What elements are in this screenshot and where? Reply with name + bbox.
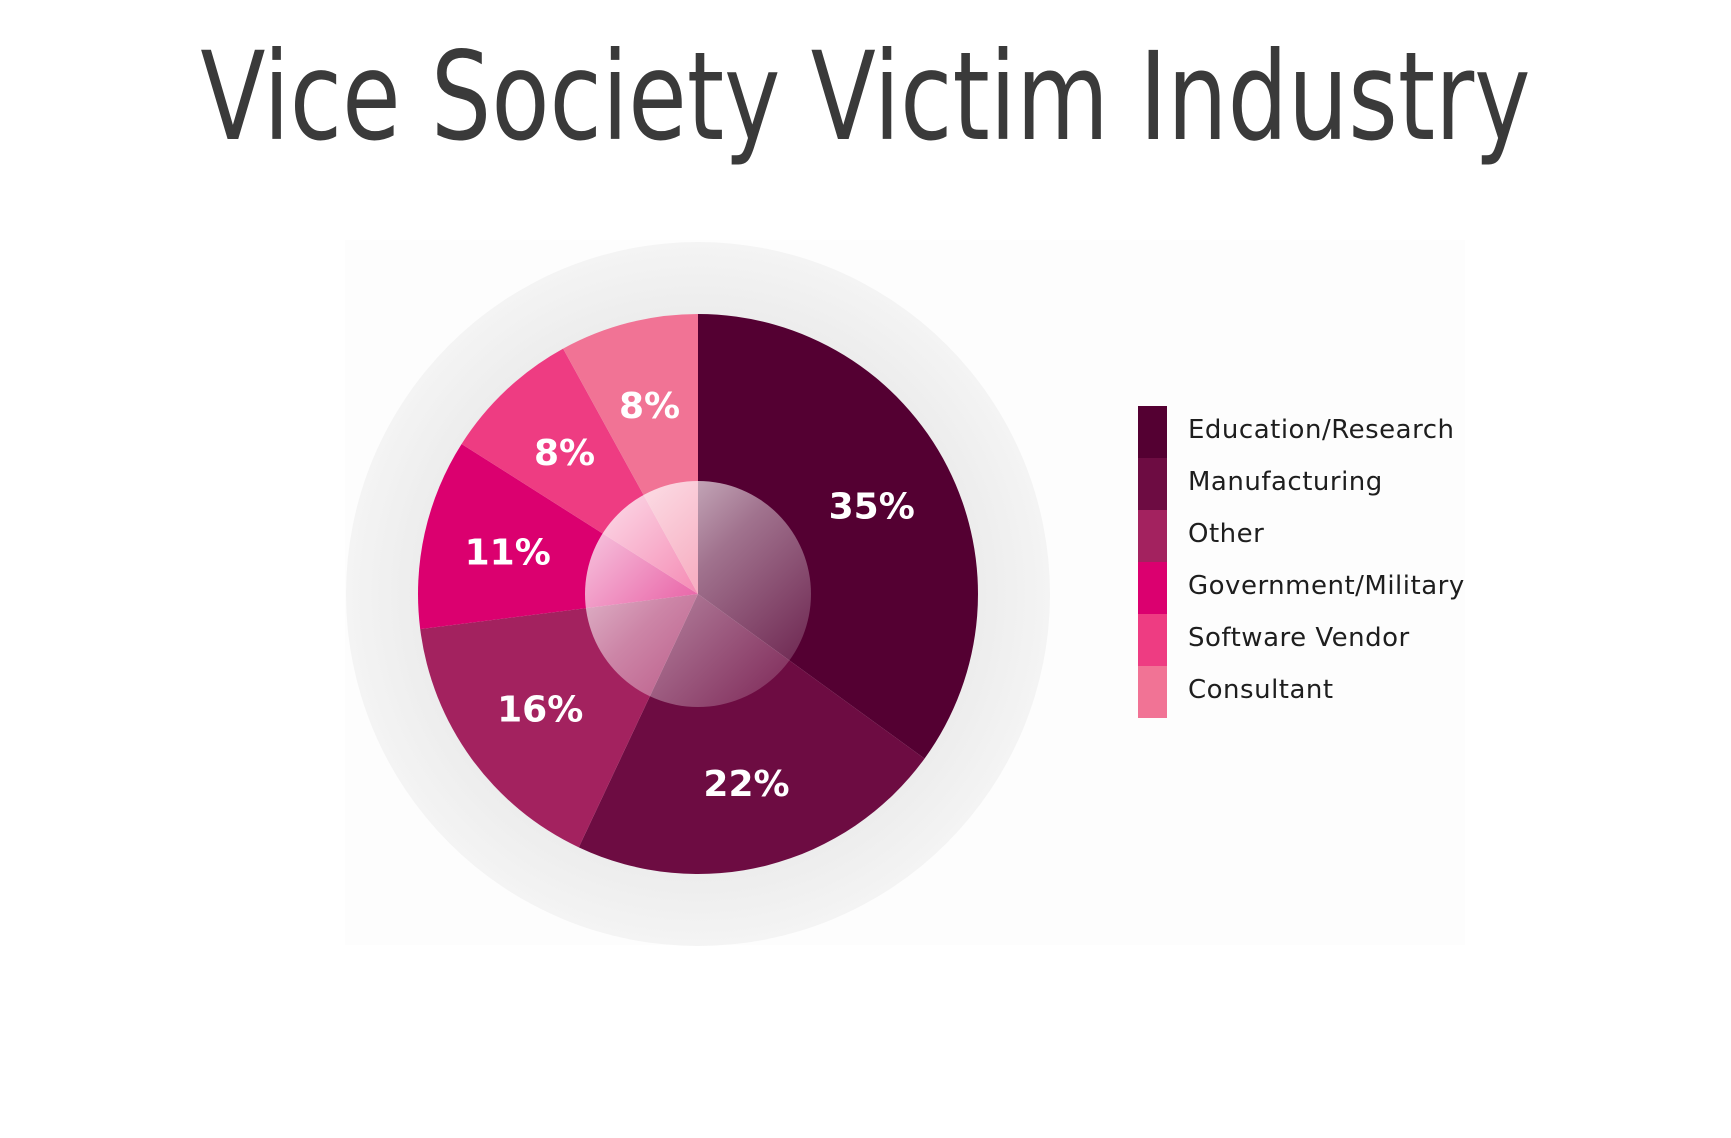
legend-swatch [1138, 510, 1167, 562]
legend-swatch [1138, 666, 1167, 718]
legend-swatch [1138, 562, 1167, 614]
legend-swatch [1138, 614, 1167, 666]
legend-item-1: Manufacturing [1138, 458, 1518, 510]
legend-swatch [1138, 458, 1167, 510]
pie-data-label-1: 22% [703, 764, 789, 805]
pie-data-label-0: 35% [829, 487, 915, 528]
pie-data-labels: 35% 22% 16% 11% 8% 8% [465, 386, 915, 805]
legend-item-5: Consultant [1138, 666, 1518, 718]
legend-label: Consultant [1188, 675, 1334, 705]
legend-label: Other [1188, 519, 1265, 549]
legend-item-0: Education/Research [1138, 406, 1518, 458]
pie-data-label-5: 8% [619, 386, 680, 427]
pie-slice-0 [698, 314, 978, 759]
legend-swatch [1138, 406, 1167, 458]
pie-data-label-2: 16% [497, 690, 583, 731]
legend-item-4: Software Vendor [1138, 614, 1518, 666]
legend-item-2: Other [1138, 510, 1518, 562]
legend-label: Manufacturing [1188, 467, 1383, 497]
pie-data-label-4: 8% [534, 433, 595, 474]
legend-label: Software Vendor [1188, 623, 1410, 653]
legend-label: Government/Military [1188, 571, 1465, 601]
legend-label: Education/Research [1188, 415, 1455, 445]
legend-item-3: Government/Military [1138, 562, 1518, 614]
chart-title: Vice Society Victim Industry [200, 26, 1531, 168]
pie-data-label-3: 11% [465, 533, 551, 574]
pie-hub [585, 481, 811, 707]
